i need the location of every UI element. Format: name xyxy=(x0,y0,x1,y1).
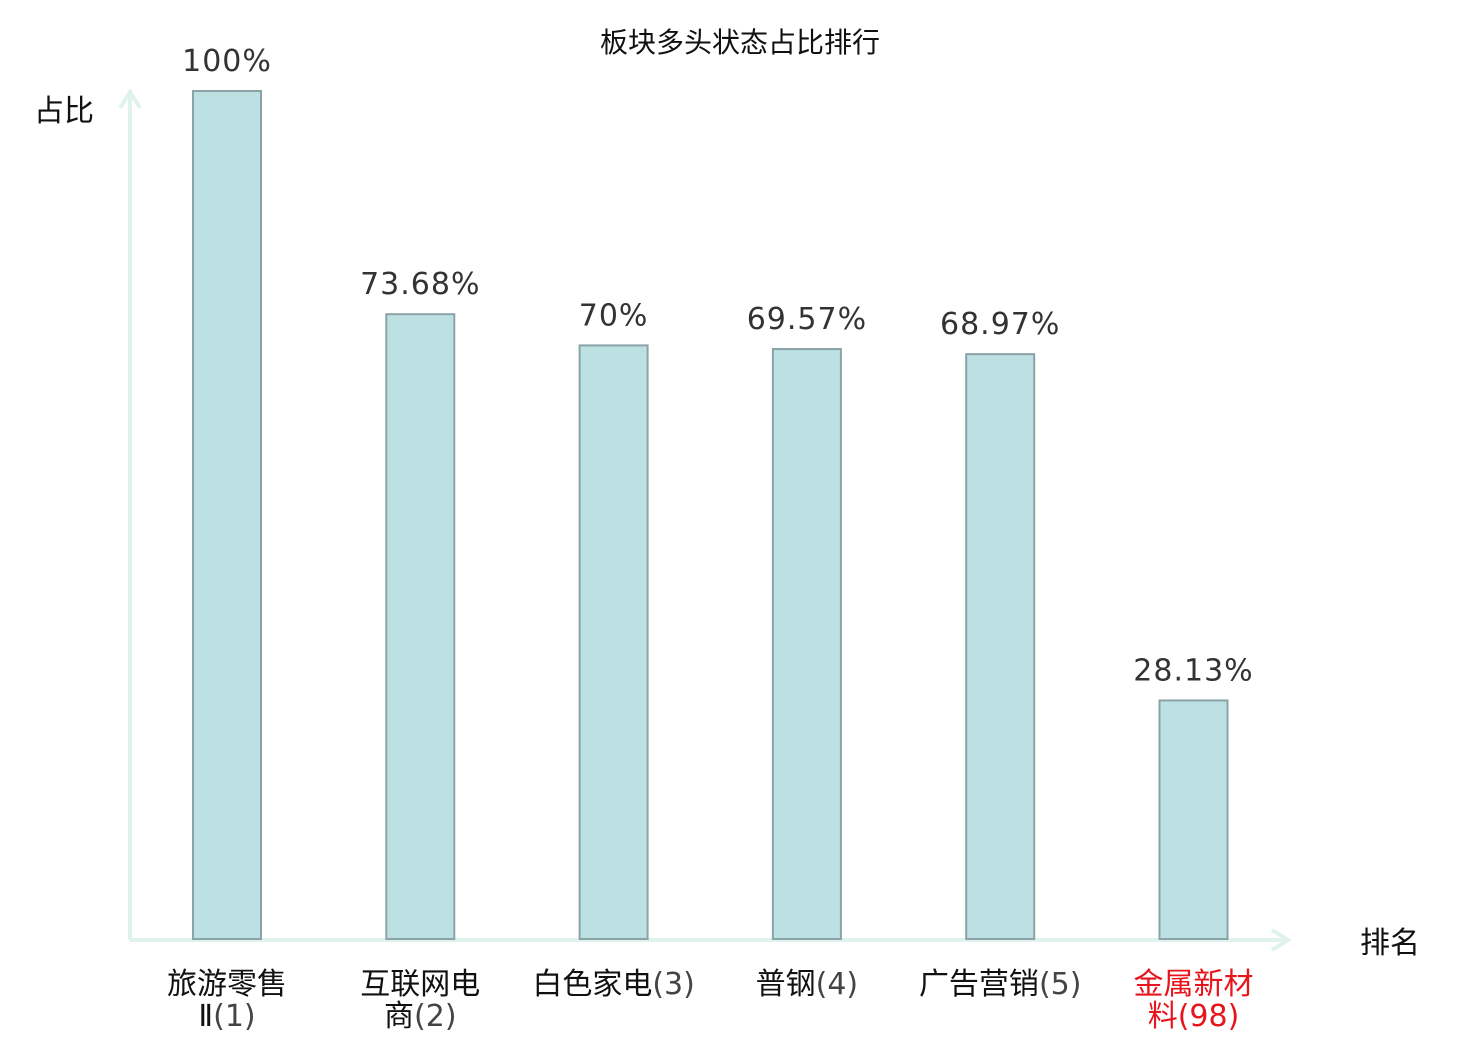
category-label-2: 互联网电商(2) xyxy=(360,967,480,1034)
category-label-3: 白色家电(3) xyxy=(532,967,695,1002)
y-axis-label: 占比 xyxy=(34,94,94,129)
bar-3 xyxy=(578,344,649,940)
value-label-1: 100% xyxy=(182,44,272,79)
bar-4 xyxy=(771,348,842,940)
x-axis-label: 排名 xyxy=(1360,926,1420,961)
bar-1 xyxy=(192,90,262,940)
value-label-2: 73.68% xyxy=(360,267,480,302)
bar-6 xyxy=(1158,699,1229,940)
value-labels-group: 100% 73.68% 70% 69.57% 68.97% 28.13% xyxy=(182,44,1253,688)
chart-title: 板块多头状态占比排行 xyxy=(600,26,880,59)
category-labels-group: 旅游零售 Ⅱ(1) 互联网电商(2) 白色家电(3) 普钢(4) 广告营销(5) 金属新材料… xyxy=(167,967,1254,1034)
category-label-1: 旅游零售 Ⅱ(1) xyxy=(167,967,287,1034)
category-label-4: 普钢(4) xyxy=(756,967,859,1002)
value-label-6: 28.13% xyxy=(1133,653,1253,688)
x-axis xyxy=(130,928,1292,952)
value-label-3: 70% xyxy=(579,298,649,333)
y-axis xyxy=(118,88,142,940)
value-label-5: 68.97% xyxy=(940,307,1060,342)
category-label-5: 广告营销(5) xyxy=(919,967,1081,1002)
bar-2 xyxy=(385,313,456,940)
bars-group xyxy=(192,90,1229,940)
category-label-6: 金属新材料(98) xyxy=(1134,967,1254,1034)
value-label-4: 69.57% xyxy=(747,302,867,337)
bar-5 xyxy=(965,353,1036,940)
